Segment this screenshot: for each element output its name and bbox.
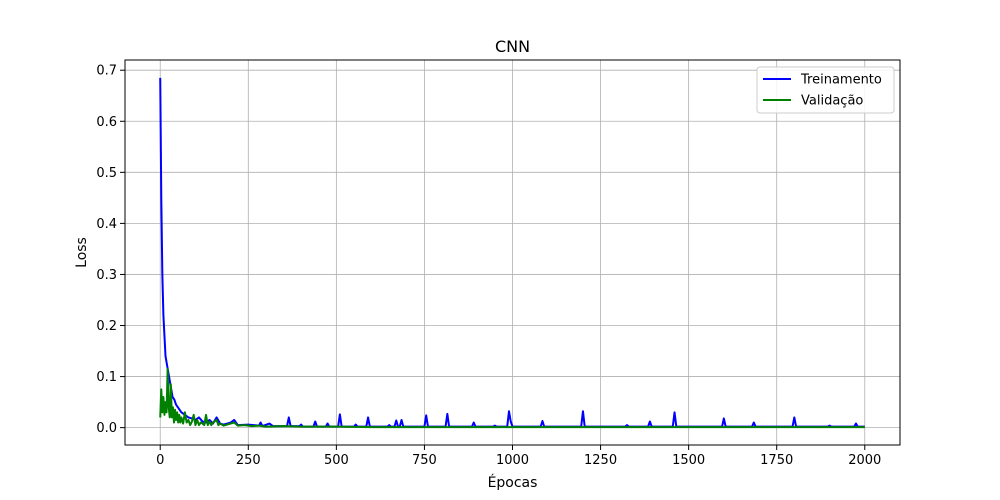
x-tick-label: 250 (236, 453, 261, 468)
x-tick-label: 2000 (848, 453, 881, 468)
x-tick-label: 1750 (760, 453, 793, 468)
chart-title: CNN (495, 37, 530, 56)
legend-box (756, 66, 895, 114)
y-axis-label: Loss (74, 237, 90, 268)
x-tick-label: 1250 (584, 453, 617, 468)
x-tick-label: 1500 (672, 453, 705, 468)
series-layer (159, 77, 865, 429)
x-axis: 0 250 500 750 1000 1250 1500 1750 2000 (156, 445, 881, 468)
y-tick-label: 0.0 (96, 421, 117, 436)
y-tick-label: 0.4 (96, 217, 117, 232)
y-tick-label: 0.2 (96, 319, 117, 334)
x-tick-label: 750 (412, 453, 437, 468)
x-tick-label: 500 (324, 453, 349, 468)
y-tick-label: 0.5 (96, 166, 117, 181)
y-tick-label: 0.7 (96, 64, 117, 79)
y-tick-label: 0.6 (96, 115, 117, 130)
series-line-validacao (159, 367, 865, 429)
legend: Treinamento Validação (756, 66, 895, 114)
y-tick-label: 0.3 (96, 268, 117, 283)
x-axis-label: Épocas (488, 474, 538, 491)
x-tick-label: 1000 (496, 453, 529, 468)
y-axis: 0.0 0.1 0.2 0.3 0.4 0.5 0.6 0.7 (96, 64, 125, 436)
x-tick-label: 0 (156, 453, 164, 468)
legend-label-validacao: Validação (801, 94, 863, 109)
legend-label-treinamento: Treinamento (800, 73, 882, 88)
y-tick-label: 0.1 (96, 370, 117, 385)
